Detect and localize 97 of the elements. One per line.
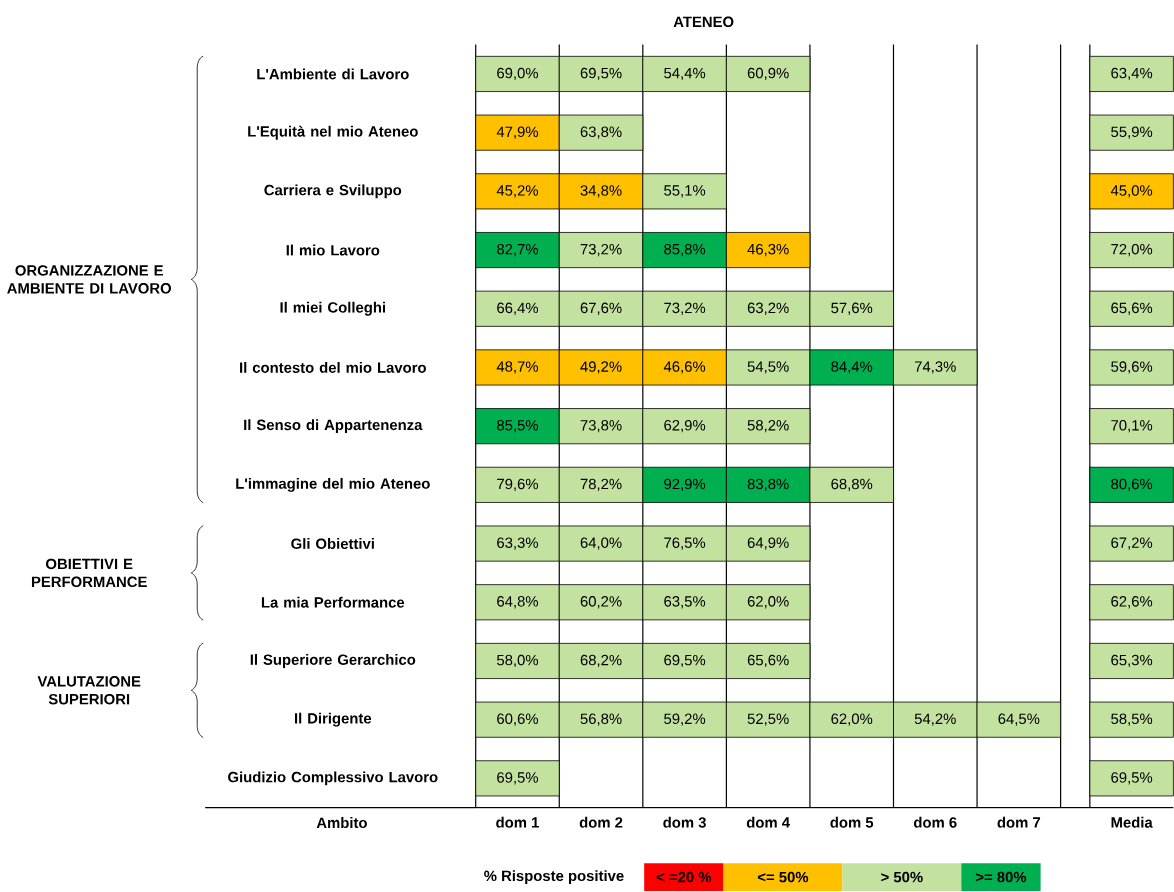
y-tick-label: Il Dirigente bbox=[294, 712, 372, 727]
data-label: 52,5% bbox=[747, 713, 789, 726]
data-label: 63,4% bbox=[1111, 67, 1153, 81]
text: ORGANIZZAZIONE E AMBIENTE DI LAVORO bbox=[7, 265, 172, 294]
data-label: 64,5% bbox=[998, 713, 1040, 726]
data-label: 69,5% bbox=[1111, 772, 1153, 785]
color-bar-title: % Risposte positive bbox=[484, 870, 624, 885]
data-label: 48,7% bbox=[496, 361, 539, 374]
data-label: 65,6% bbox=[1111, 302, 1153, 315]
data-label: 56,8% bbox=[580, 713, 622, 726]
y-tick-label: L'Ambiente di Lavoro bbox=[257, 68, 409, 80]
data-label: 57,6% bbox=[831, 302, 873, 315]
data-label: 62,0% bbox=[747, 596, 789, 609]
x-tick-label: dom 3 bbox=[663, 816, 706, 828]
data-label: 67,2% bbox=[1111, 537, 1153, 550]
data-label: 58,0% bbox=[497, 654, 539, 668]
data-label: 82,7% bbox=[497, 243, 539, 257]
y-tick-label: Il Senso di Appartenenza bbox=[244, 419, 423, 434]
data-label: 60,2% bbox=[580, 596, 622, 609]
data-label: 63,3% bbox=[497, 537, 539, 550]
data-label: 62,9% bbox=[664, 420, 706, 433]
data-label: 54,2% bbox=[914, 713, 956, 726]
text: OBIETTIVI E PERFORMANCE bbox=[31, 558, 147, 588]
data-label: 45,0% bbox=[1110, 185, 1153, 198]
data-label: 54,4% bbox=[664, 67, 706, 81]
data-label: 64,8% bbox=[497, 596, 539, 609]
color-bar-label: >= 80% bbox=[975, 871, 1027, 883]
data-label: 45,2% bbox=[496, 185, 539, 198]
text: VALUTAZIONE SUPERIORI bbox=[37, 676, 141, 705]
data-label: 73,2% bbox=[580, 243, 622, 257]
data-label: 63,5% bbox=[664, 596, 706, 609]
data-label: 69,0% bbox=[497, 67, 539, 81]
data-label: 60,9% bbox=[747, 67, 789, 81]
x-tick-label: dom 5 bbox=[830, 816, 874, 828]
data-label: 85,8% bbox=[664, 243, 706, 257]
data-label: 69,5% bbox=[497, 772, 539, 785]
data-label: 62,6% bbox=[1111, 596, 1153, 609]
data-label: 34,8% bbox=[580, 185, 622, 198]
data-label: 64,0% bbox=[580, 537, 622, 550]
y-axis-title: Ambito bbox=[316, 817, 367, 829]
data-label: 64,9% bbox=[747, 537, 789, 550]
data-label: 70,1% bbox=[1111, 420, 1153, 433]
data-label: 55,1% bbox=[664, 185, 706, 198]
data-label: 63,2% bbox=[747, 302, 789, 315]
y-tick-label: Gli Obiettivi bbox=[291, 538, 374, 550]
data-label: 63,8% bbox=[580, 126, 622, 139]
y-tick-label: Giudizio Complessivo Lavoro bbox=[228, 771, 438, 786]
data-label: 80,6% bbox=[1111, 478, 1153, 492]
data-label: 83,8% bbox=[747, 478, 789, 492]
color-bar-label: < =20 % bbox=[656, 871, 712, 883]
data-label: 85,5% bbox=[497, 420, 539, 433]
data-label: 72,0% bbox=[1111, 243, 1153, 257]
y-tick-label: La mia Performance bbox=[261, 596, 405, 608]
data-label: 65,6% bbox=[747, 654, 789, 668]
y-tick-label: Il Superiore Gerarchico bbox=[250, 654, 416, 668]
chart-title: ATENEO bbox=[673, 16, 734, 28]
data-label: 55,9% bbox=[1111, 126, 1153, 139]
data-label: 46,3% bbox=[747, 243, 789, 257]
y-tick-label: Il miei Colleghi bbox=[280, 301, 386, 316]
x-tick-label: dom 2 bbox=[579, 816, 623, 828]
x-tick-label: dom 1 bbox=[496, 816, 539, 828]
data-label: 66,4% bbox=[497, 302, 539, 315]
data-label: 65,3% bbox=[1111, 654, 1153, 668]
y-tick-label: Carriera e Sviluppo bbox=[264, 184, 402, 199]
color-bar-label: > 50% bbox=[881, 871, 923, 883]
data-label: 84,4% bbox=[831, 361, 873, 374]
data-label: 59,6% bbox=[1111, 361, 1153, 374]
x-tick-label: dom 4 bbox=[746, 816, 790, 828]
y-tick-label: Il mio Lavoro bbox=[286, 244, 380, 256]
data-label: 68,2% bbox=[580, 654, 622, 668]
data-label: 62,0% bbox=[831, 713, 873, 726]
data-label: 78,2% bbox=[580, 478, 622, 492]
data-label: 69,5% bbox=[580, 67, 622, 81]
data-label: 58,5% bbox=[1111, 713, 1153, 726]
data-label: 74,3% bbox=[914, 361, 956, 374]
data-label: 47,9% bbox=[496, 126, 539, 139]
x-tick-label: dom 6 bbox=[913, 816, 957, 828]
data-label: 46,6% bbox=[663, 361, 706, 374]
y-tick-label: Il contesto del mio Lavoro bbox=[240, 362, 426, 373]
data-label: 60,6% bbox=[497, 713, 539, 726]
data-label: 92,9% bbox=[664, 478, 706, 492]
data-label: 73,8% bbox=[580, 420, 622, 433]
data-label: 79,6% bbox=[497, 478, 539, 492]
data-label: 69,5% bbox=[664, 654, 706, 668]
data-label: 59,2% bbox=[664, 713, 706, 726]
y-tick-label: L'Equità nel mio Ateneo bbox=[248, 125, 418, 140]
data-label: 58,2% bbox=[747, 420, 789, 433]
data-label: 73,2% bbox=[664, 302, 706, 315]
x-tick-label: dom 7 bbox=[997, 816, 1041, 828]
data-label: 67,6% bbox=[580, 302, 622, 315]
color-bar-label: <= 50% bbox=[757, 871, 809, 883]
data-label: 76,5% bbox=[664, 537, 706, 550]
y-tick-label: L'immagine del mio Ateneo bbox=[236, 477, 430, 492]
data-label: 54,5% bbox=[747, 361, 789, 374]
x-tick-label: Media bbox=[1111, 816, 1153, 828]
data-label: 68,8% bbox=[831, 478, 873, 492]
data-label: 49,2% bbox=[580, 361, 622, 374]
